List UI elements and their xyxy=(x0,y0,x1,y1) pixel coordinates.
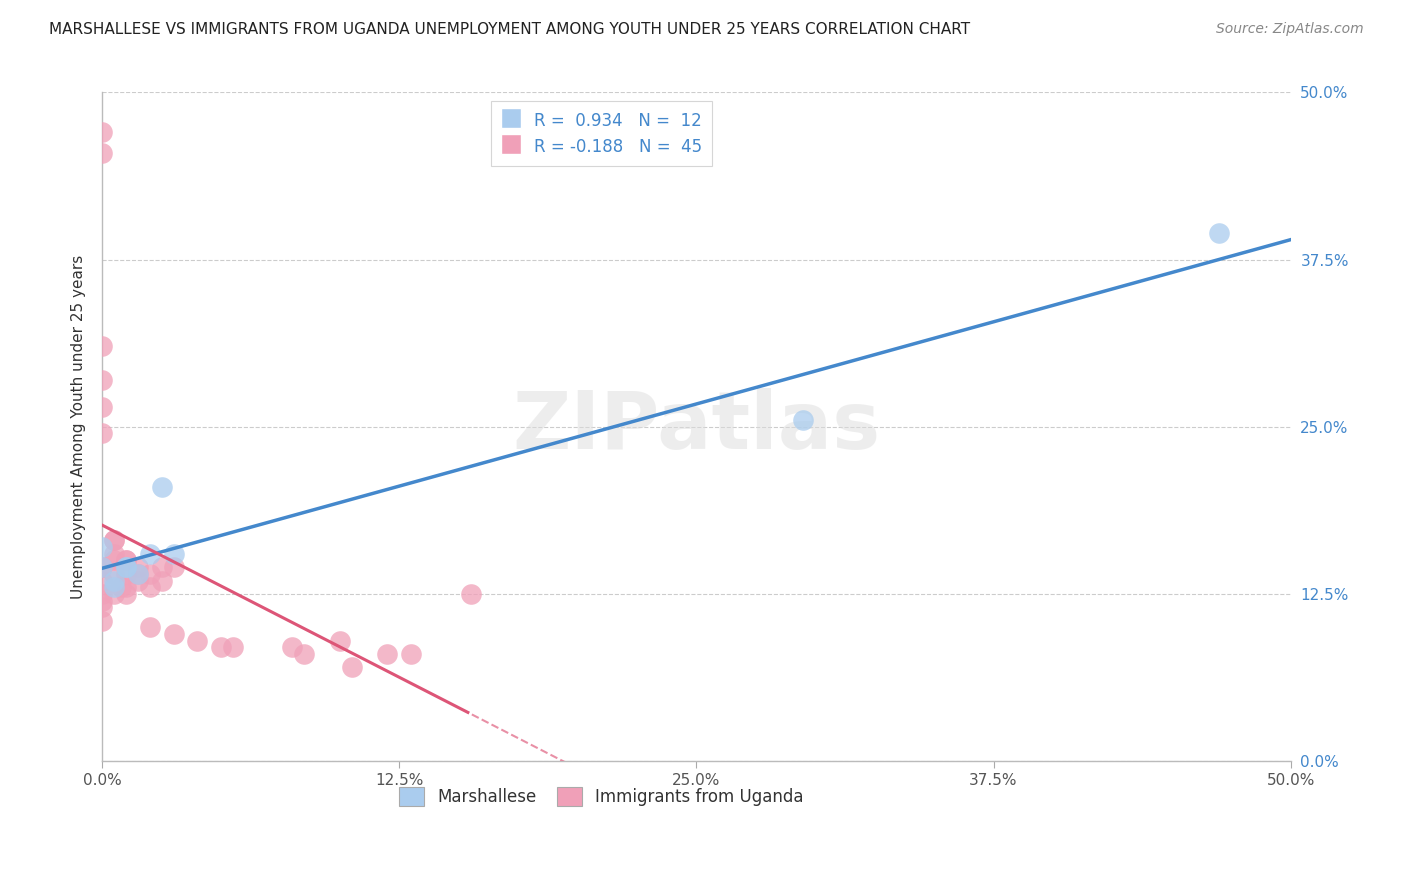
Point xyxy=(127,566,149,581)
Point xyxy=(1208,226,1230,240)
Point xyxy=(103,533,125,548)
Point xyxy=(91,560,114,574)
Point xyxy=(150,480,173,494)
Point xyxy=(91,587,114,601)
Point xyxy=(91,574,114,588)
Point xyxy=(399,647,422,661)
Point xyxy=(115,560,138,574)
Point xyxy=(115,566,138,581)
Point xyxy=(115,587,138,601)
Point xyxy=(340,660,363,674)
Point xyxy=(103,553,125,567)
Point xyxy=(329,633,352,648)
Point xyxy=(150,574,173,588)
Point xyxy=(91,145,114,160)
Point xyxy=(209,640,232,655)
Point xyxy=(139,566,162,581)
Point xyxy=(91,373,114,387)
Point xyxy=(139,620,162,634)
Point xyxy=(103,533,125,548)
Point xyxy=(377,647,399,661)
Point xyxy=(103,587,125,601)
Point xyxy=(103,547,125,561)
Point xyxy=(91,426,114,441)
Point xyxy=(103,574,125,588)
Point xyxy=(281,640,304,655)
Point xyxy=(162,560,184,574)
Point xyxy=(792,413,814,427)
Text: ZIPatlas: ZIPatlas xyxy=(512,388,880,466)
Point xyxy=(127,560,149,574)
Point xyxy=(292,647,315,661)
Point xyxy=(127,566,149,581)
Point xyxy=(139,547,162,561)
Point xyxy=(162,627,184,641)
Point xyxy=(91,600,114,615)
Point xyxy=(91,126,114,140)
Point xyxy=(91,614,114,628)
Point xyxy=(103,580,125,594)
Point xyxy=(139,580,162,594)
Point xyxy=(127,574,149,588)
Point xyxy=(91,560,114,574)
Point xyxy=(91,400,114,414)
Point xyxy=(162,547,184,561)
Point xyxy=(186,633,208,648)
Point xyxy=(115,553,138,567)
Point xyxy=(115,580,138,594)
Point xyxy=(91,540,114,554)
Point xyxy=(91,593,114,607)
Point xyxy=(91,560,114,574)
Text: Source: ZipAtlas.com: Source: ZipAtlas.com xyxy=(1216,22,1364,37)
Text: MARSHALLESE VS IMMIGRANTS FROM UGANDA UNEMPLOYMENT AMONG YOUTH UNDER 25 YEARS CO: MARSHALLESE VS IMMIGRANTS FROM UGANDA UN… xyxy=(49,22,970,37)
Point xyxy=(110,580,132,594)
Y-axis label: Unemployment Among Youth under 25 years: Unemployment Among Youth under 25 years xyxy=(72,254,86,599)
Point xyxy=(115,553,138,567)
Point xyxy=(222,640,245,655)
Point xyxy=(460,587,482,601)
Point xyxy=(115,560,138,574)
Legend: Marshallese, Immigrants from Uganda: Marshallese, Immigrants from Uganda xyxy=(392,780,810,813)
Point xyxy=(103,566,125,581)
Point xyxy=(91,339,114,353)
Point xyxy=(150,560,173,574)
